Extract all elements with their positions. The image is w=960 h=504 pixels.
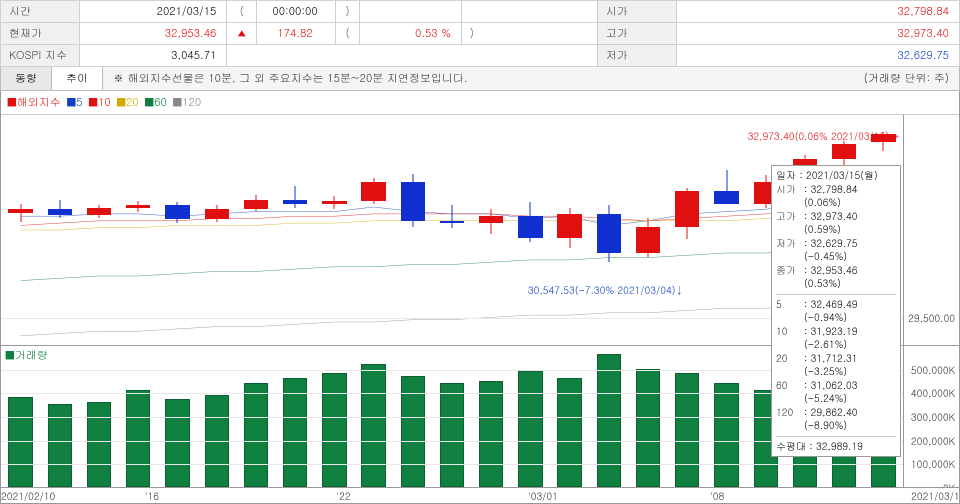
x-axis: 2021/02/10'16'22'03/01'082021/03/15 [1, 487, 959, 503]
price-y-axis: 29,500.00 [903, 115, 959, 345]
candle[interactable] [518, 115, 542, 345]
chart-legend: ■해외지수 ■5 ■10 ■20 ■60 ■120 [1, 91, 959, 115]
candle[interactable] [557, 115, 581, 345]
volume-bar[interactable] [165, 399, 189, 487]
volume-bar[interactable] [479, 381, 503, 488]
val-change: 174.82 [256, 23, 335, 45]
volume-y-axis: 500,000K400,000K300,000K200,000K100,000K… [903, 346, 959, 487]
candle[interactable] [361, 115, 385, 345]
header-info-table: 시간 2021/03/15 ( 00:00:00 ) 시가 32,798.84 … [0, 0, 960, 67]
val-low: 32,629.75 [676, 45, 959, 67]
legend-item: ■20 [116, 95, 142, 110]
candle[interactable] [479, 115, 503, 345]
volume-bar[interactable] [636, 369, 660, 487]
val-time: 00:00:00 [256, 1, 335, 23]
candle[interactable] [675, 115, 699, 345]
legend-item: ■10 [88, 95, 114, 110]
volume-legend: ■거래량 [5, 348, 48, 363]
candle[interactable] [8, 115, 32, 345]
candle[interactable] [283, 115, 307, 345]
volume-bar[interactable] [440, 383, 464, 487]
volume-bar[interactable] [675, 373, 699, 487]
arrow-up-icon: ▲ [237, 26, 246, 40]
annotation-low: 30,547.53(-7.30% 2021/03/04)↓ [528, 283, 683, 297]
tooltip-info-box: 일자 : 2021/03/15(월)시가: 32,798.84 (0.06%)고… [771, 165, 901, 457]
volume-bar[interactable] [361, 364, 385, 487]
candle[interactable] [322, 115, 346, 345]
candle[interactable] [87, 115, 111, 345]
annotation-high: 32,973.40(0.06% 2021/03/15)→ [748, 129, 899, 143]
volume-bar[interactable] [714, 383, 738, 487]
tab-history[interactable]: 추이 [52, 67, 103, 90]
label-current: 현재가 [1, 23, 80, 45]
label-kospi: KOSPI 지수 [1, 45, 80, 67]
label-high: 고가 [597, 23, 676, 45]
val-kospi: 3,045.71 [80, 45, 227, 67]
candle[interactable] [205, 115, 229, 345]
candle[interactable] [126, 115, 150, 345]
legend-item: ■60 [144, 95, 170, 110]
volume-bar[interactable] [244, 383, 268, 487]
legend-item: ■해외지수 [7, 95, 64, 110]
candle[interactable] [48, 115, 72, 345]
candle[interactable] [401, 115, 425, 345]
chart-container: ■해외지수 ■5 ■10 ■20 ■60 ■120 29,500.00 32,9… [0, 91, 960, 504]
volume-bar[interactable] [283, 378, 307, 487]
candle[interactable] [636, 115, 660, 345]
candle[interactable] [165, 115, 189, 345]
volume-bar[interactable] [87, 402, 111, 487]
tab-bar: 동향 추이 ※ 해외지수선물은 10분, 그 외 주요지수는 15분~20분 지… [0, 67, 960, 91]
delay-note: ※ 해외지수선물은 10분, 그 외 주요지수는 15분~20분 지연정보입니다… [103, 71, 864, 86]
candle[interactable] [244, 115, 268, 345]
val-date: 2021/03/15 [80, 1, 227, 23]
legend-item: ■120 [173, 95, 202, 110]
candle[interactable] [597, 115, 621, 345]
legend-item: ■5 [66, 95, 86, 110]
candle[interactable] [714, 115, 738, 345]
volume-bar[interactable] [126, 390, 150, 487]
tab-trend[interactable]: 동향 [1, 67, 52, 90]
volume-bar[interactable] [557, 378, 581, 487]
volume-unit-note: (거래량 단위: 주) [864, 71, 959, 86]
val-current-price: 32,953.46 [80, 23, 227, 45]
label-open: 시가 [597, 1, 676, 23]
candle[interactable] [440, 115, 464, 345]
price-chart[interactable]: 29,500.00 32,973.40(0.06% 2021/03/15)→ 3… [1, 115, 959, 345]
val-pct: 0.53 % [360, 23, 462, 45]
label-low: 저가 [597, 45, 676, 67]
volume-bar[interactable] [518, 371, 542, 487]
val-high: 32,973.40 [676, 23, 959, 45]
val-open: 32,798.84 [676, 1, 959, 23]
volume-bar[interactable] [322, 373, 346, 487]
volume-bar[interactable] [597, 354, 621, 487]
label-time: 시간 [1, 1, 80, 23]
volume-bar[interactable] [8, 397, 32, 487]
